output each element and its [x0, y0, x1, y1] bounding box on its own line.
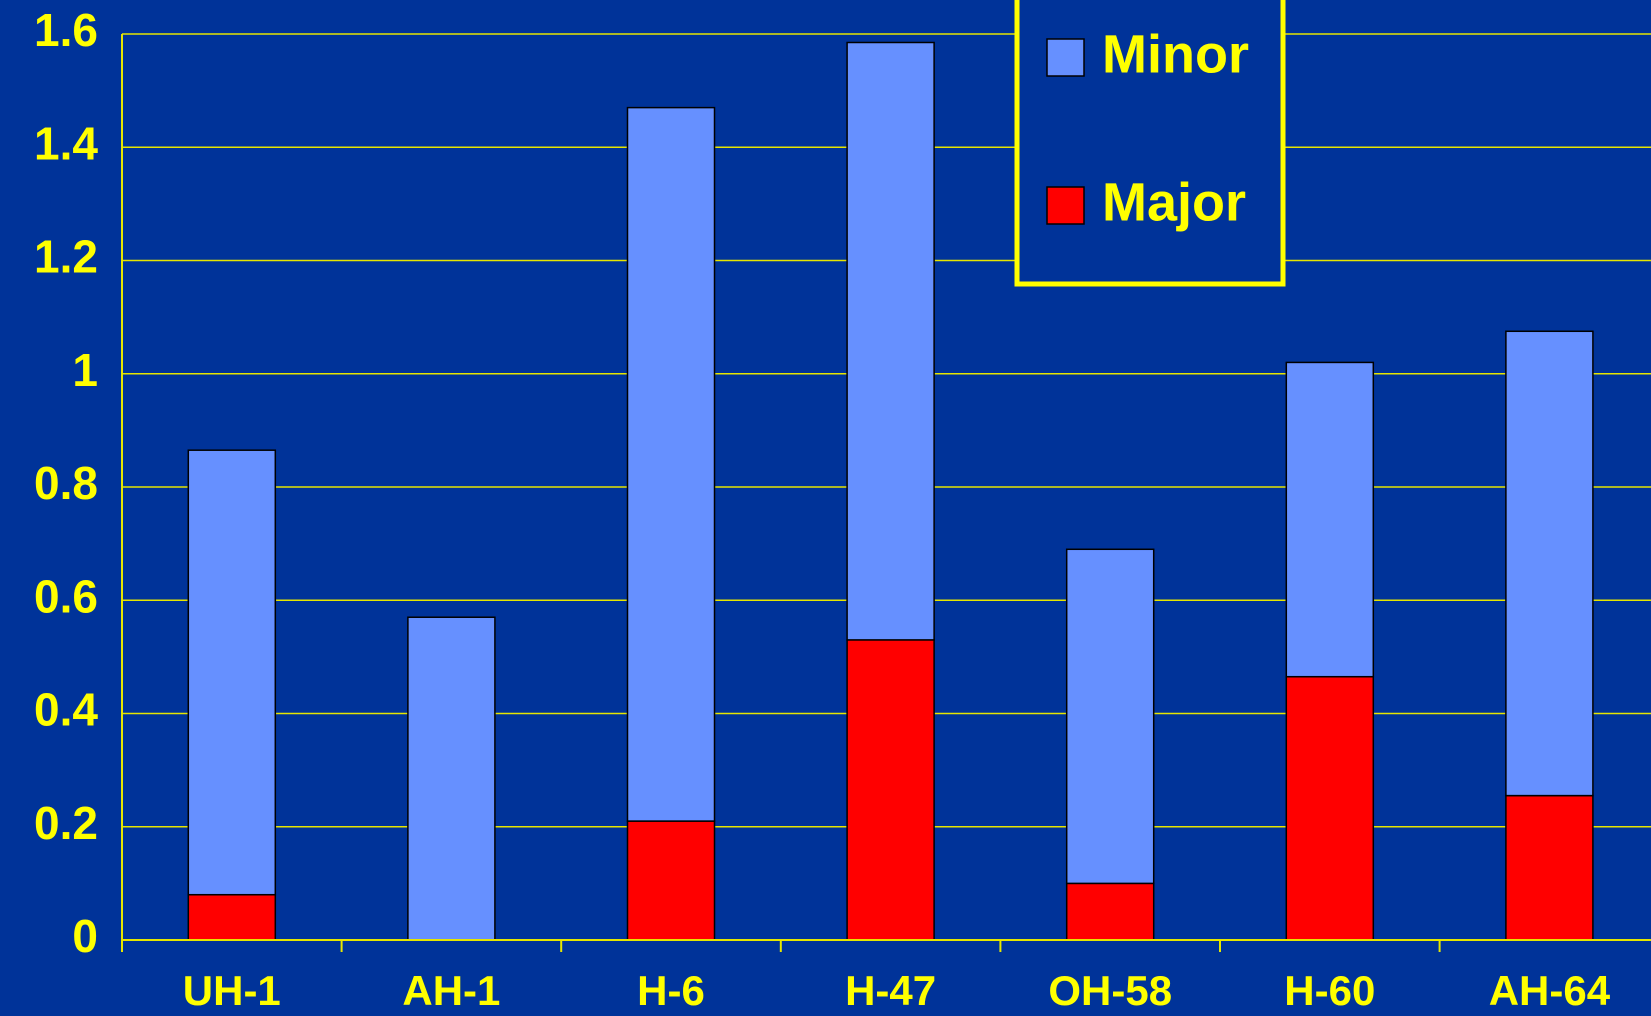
bar-segment	[187, 893, 277, 941]
x-tick-label: H-47	[845, 967, 936, 1014]
bar-segment	[187, 449, 277, 896]
bar-segment	[846, 639, 935, 941]
y-tick-label: 0.2	[34, 797, 98, 849]
bar-segment	[407, 616, 496, 941]
bar-segment	[846, 41, 935, 641]
bar-segment	[626, 820, 716, 941]
bar-segment	[626, 106, 716, 822]
legend-swatch	[1046, 186, 1085, 225]
legend-swatch	[1046, 38, 1085, 77]
x-tick-label: UH-1	[183, 967, 281, 1014]
y-tick-label: 1.4	[34, 117, 98, 169]
x-tick-label: AH-64	[1489, 967, 1611, 1014]
bar-segment	[1285, 675, 1375, 941]
y-tick-label: 0.8	[34, 457, 98, 509]
y-tick-label: 0	[72, 910, 98, 962]
x-tick-label: H-6	[637, 967, 705, 1014]
bar-segment	[1505, 794, 1594, 941]
y-tick-label: 1	[72, 344, 98, 396]
legend-label: Minor	[1102, 24, 1249, 84]
x-tick-label: H-60	[1284, 967, 1375, 1014]
bar-segment	[1065, 548, 1155, 885]
bar-segment	[1505, 330, 1594, 797]
bar-segment	[1285, 361, 1375, 678]
bar-segment	[1065, 882, 1155, 941]
y-tick-label: 1.6	[34, 4, 98, 56]
legend-label: Major	[1102, 172, 1246, 232]
x-tick-label: AH-1	[402, 967, 500, 1014]
x-tick-label: OH-58	[1048, 967, 1172, 1014]
y-tick-label: 0.4	[34, 684, 98, 736]
y-tick-label: 0.6	[34, 570, 98, 622]
y-tick-label: 1.2	[34, 231, 98, 283]
